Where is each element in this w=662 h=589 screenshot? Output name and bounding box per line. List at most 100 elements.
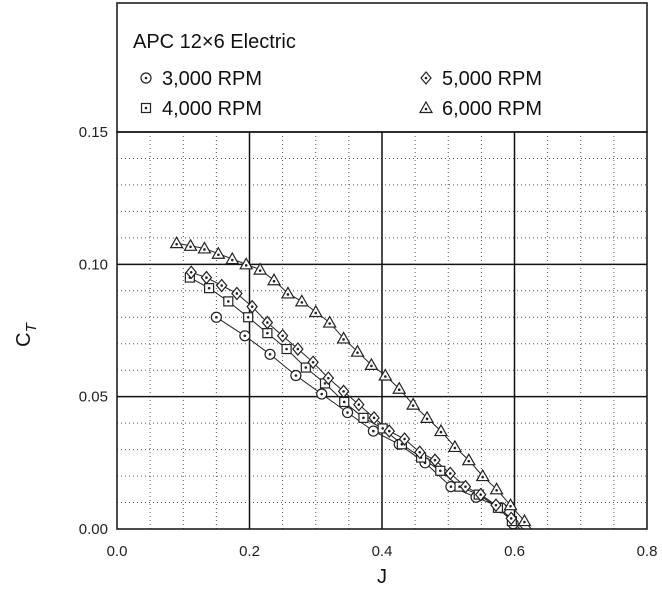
marker-center-dot xyxy=(327,376,330,380)
data-point-series-3 xyxy=(276,328,289,343)
marker-center-dot xyxy=(144,106,148,110)
data-point-series-2 xyxy=(358,412,369,423)
marker-center-dot xyxy=(403,437,406,441)
marker-center-dot xyxy=(250,305,254,308)
marker-center-dot xyxy=(381,427,384,430)
marker-center-dot xyxy=(439,469,442,473)
marker-outline xyxy=(392,381,407,394)
marker-outline xyxy=(336,331,351,344)
data-point-series-1 xyxy=(210,311,222,323)
marker-center-dot xyxy=(356,351,359,354)
data-point-series-1 xyxy=(445,481,457,493)
data-point-series-3 xyxy=(459,479,472,494)
marker-outline xyxy=(197,241,212,254)
data-point-series-1 xyxy=(264,348,276,360)
data-point-series-3 xyxy=(413,445,426,460)
data-point-series-2 xyxy=(339,396,350,408)
x-axis-ticks: 0.0 0.2 0.4 0.6 0.8 xyxy=(107,543,658,560)
data-point-series-2 xyxy=(281,343,292,355)
data-point-series-1 xyxy=(290,369,302,382)
marker-center-dot xyxy=(458,485,461,488)
marker-outline xyxy=(350,344,365,357)
marker-center-dot xyxy=(244,264,248,267)
series-markers xyxy=(169,235,532,530)
marker-center-dot xyxy=(449,485,453,488)
marker-center-dot xyxy=(481,475,485,479)
marker-outline xyxy=(447,439,462,453)
marker-center-dot xyxy=(479,493,483,496)
marker-outline xyxy=(364,357,379,371)
data-point-series-4 xyxy=(350,344,365,357)
data-point-series-4 xyxy=(475,468,490,482)
marker-outline xyxy=(517,513,532,527)
x-tick-label: 0.0 xyxy=(107,543,128,560)
marker-center-dot xyxy=(372,416,376,420)
svg-text:CT: CT xyxy=(13,321,40,346)
marker-center-dot xyxy=(272,279,276,283)
marker-outline xyxy=(253,262,268,275)
marker-center-dot xyxy=(286,293,290,296)
data-point-series-4 xyxy=(364,357,379,371)
data-point-series-4 xyxy=(406,397,421,410)
marker-center-dot xyxy=(372,429,375,433)
data-point-series-4 xyxy=(336,331,351,344)
marker-outline xyxy=(225,251,240,265)
data-point-series-4 xyxy=(266,273,282,286)
marker-center-dot xyxy=(243,334,247,338)
data-point-series-3 xyxy=(429,453,441,468)
marker-center-dot xyxy=(205,276,208,279)
marker-center-dot xyxy=(448,472,452,475)
marker-outline xyxy=(308,304,323,318)
x-tick-label: 0.2 xyxy=(239,543,260,560)
marker-center-dot xyxy=(304,366,308,369)
data-point-series-4 xyxy=(253,262,268,275)
marker-center-dot xyxy=(311,360,315,364)
data-point-series-4 xyxy=(322,315,337,328)
data-point-series-2 xyxy=(223,296,234,307)
marker-center-dot xyxy=(523,520,526,524)
marker-outline xyxy=(322,315,337,328)
marker-outline xyxy=(420,410,435,423)
data-point-series-4 xyxy=(378,368,393,381)
marker-outline xyxy=(489,482,504,495)
marker-center-dot xyxy=(400,443,404,446)
data-point-series-4 xyxy=(239,257,254,270)
marker-center-dot xyxy=(203,248,206,251)
legend-marker-4 xyxy=(418,100,434,114)
legend-label-1: 3,000 RPM xyxy=(162,68,262,90)
data-point-series-3 xyxy=(490,498,502,513)
marker-center-dot xyxy=(370,364,373,368)
data-point-series-3 xyxy=(200,270,213,285)
legend-marker-3 xyxy=(420,71,432,85)
data-point-series-3 xyxy=(444,466,457,481)
y-axis-ticks: 0.00 0.05 0.10 0.15 xyxy=(79,124,108,538)
data-point-series-1 xyxy=(367,425,379,437)
data-point-series-4 xyxy=(308,304,323,318)
marker-center-dot xyxy=(300,301,304,304)
marker-center-dot xyxy=(397,388,401,392)
marker-center-dot xyxy=(342,390,345,393)
marker-center-dot xyxy=(268,353,272,356)
marker-center-dot xyxy=(296,347,300,351)
marker-outline xyxy=(169,235,184,249)
marker-outline xyxy=(503,497,518,511)
data-point-series-3 xyxy=(353,397,365,412)
marker-center-dot xyxy=(320,392,324,396)
legend-frame xyxy=(116,2,648,133)
marker-center-dot xyxy=(362,416,365,420)
series-lines xyxy=(176,242,532,530)
marker-center-dot xyxy=(424,107,428,111)
marker-center-dot xyxy=(439,430,443,434)
marker-center-dot xyxy=(230,258,234,262)
marker-center-dot xyxy=(189,245,192,249)
marker-outline xyxy=(475,468,490,482)
y-axis-title-sub: T xyxy=(23,321,40,332)
data-point-series-1 xyxy=(341,406,354,419)
major-grid xyxy=(117,132,647,529)
marker-center-dot xyxy=(464,485,467,488)
marker-center-dot xyxy=(495,489,498,492)
data-point-series-4 xyxy=(294,294,309,307)
y-tick-label: 0.10 xyxy=(79,256,108,273)
